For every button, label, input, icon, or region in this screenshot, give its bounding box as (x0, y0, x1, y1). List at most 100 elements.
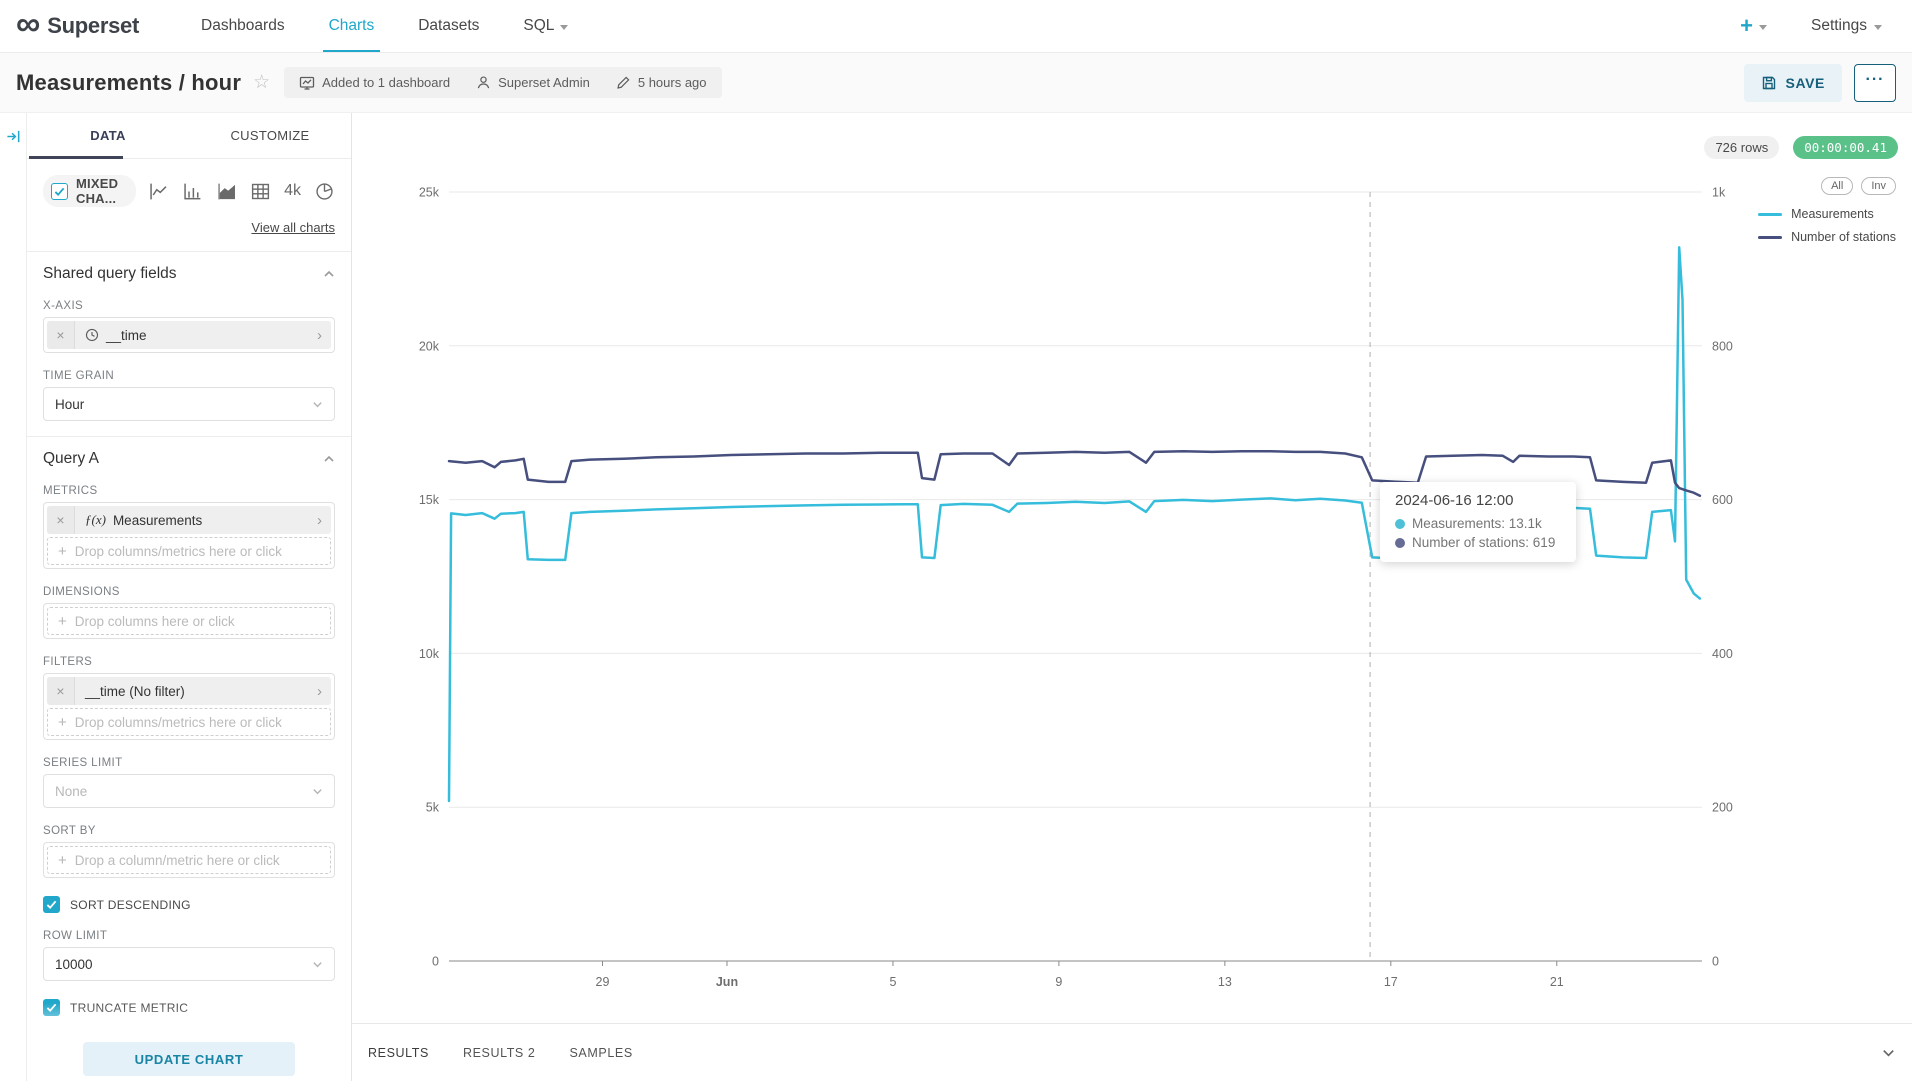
legend: All Inv Measurements Number of stations (1758, 177, 1896, 253)
results-bar: RESULTS RESULTS 2 SAMPLES (352, 1023, 1912, 1081)
bar-chart-icon[interactable] (182, 181, 203, 202)
favorite-star-icon[interactable]: ☆ (253, 72, 271, 93)
legend-swatch-icon (1758, 212, 1783, 216)
area-chart-icon[interactable] (216, 181, 237, 202)
metric-pill[interactable]: × ƒ(x) Measurements › (47, 506, 331, 534)
tab-results[interactable]: RESULTS (368, 1045, 429, 1060)
main-layout: DATA CUSTOMIZE MIXED CHA... (0, 113, 1912, 1081)
settings-menu[interactable]: Settings (1811, 17, 1882, 35)
table-icon[interactable] (250, 181, 271, 202)
update-chart-button[interactable]: UPDATE CHART (83, 1042, 295, 1076)
nav-datasets[interactable]: Datasets (396, 0, 501, 52)
brand-name: Superset (47, 13, 139, 38)
more-options-button[interactable]: ··· (1854, 63, 1896, 102)
legend-all-button[interactable]: All (1821, 177, 1854, 195)
legend-items: Measurements Number of stations (1758, 207, 1896, 253)
caret-down-icon (1758, 24, 1767, 30)
remove-icon[interactable]: × (47, 506, 75, 534)
panel-tabs: DATA CUSTOMIZE (27, 113, 351, 159)
sort-by-control[interactable]: + Drop a column/metric here or click (43, 842, 335, 878)
tab-data[interactable]: DATA (27, 113, 189, 159)
nav-charts-label: Charts (328, 17, 375, 34)
nav-sql[interactable]: SQL (501, 0, 590, 52)
svg-text:15k: 15k (419, 493, 440, 507)
nav-sql-label: SQL (523, 17, 555, 34)
view-all-charts-link[interactable]: View all charts (251, 220, 335, 235)
divider (27, 251, 351, 252)
caret-right-icon[interactable]: › (317, 326, 322, 344)
tab-customize[interactable]: CUSTOMIZE (189, 113, 351, 158)
legend-item[interactable]: Number of stations (1758, 230, 1896, 244)
measurements-dot-icon (1395, 518, 1405, 529)
new-item-button[interactable]: + (1740, 15, 1767, 37)
settings-label: Settings (1810, 17, 1867, 34)
legend-item[interactable]: Measurements (1758, 207, 1896, 221)
time-grain-select[interactable]: Hour (43, 387, 335, 421)
mixed-chart-plot[interactable]: 0 5k 10k 15k 20k 25k 0 200 400 600 800 1k 29 Jun 5 9 13 1… (352, 113, 1912, 1081)
nav-dashboards[interactable]: Dashboards (179, 0, 307, 52)
dimensions-drop-zone[interactable]: + Drop columns here or click (47, 607, 331, 635)
superset-logo[interactable]: ∞ Superset (0, 0, 149, 52)
legend-swatch-icon (1758, 235, 1783, 239)
filters-drop-zone[interactable]: + Drop columns/metrics here or click (47, 708, 331, 736)
checkbox-checked-icon[interactable] (43, 896, 60, 913)
edit-pencil-icon (617, 76, 630, 89)
donut-chart-icon[interactable] (314, 181, 335, 202)
svg-text:10k: 10k (419, 647, 440, 661)
page-title: Measurements / hour (16, 69, 242, 95)
row-limit-label: ROW LIMIT (43, 930, 108, 942)
added-to-dashboard[interactable]: Added to 1 dashboard (299, 75, 450, 91)
plus-icon: + (58, 542, 67, 560)
x-axis-control[interactable]: × __time › (43, 317, 335, 353)
save-button[interactable]: SAVE (1743, 63, 1842, 102)
caret-right-icon[interactable]: › (317, 511, 322, 529)
caret-down-icon (1874, 24, 1882, 30)
row-count-badge: 726 rows (1704, 136, 1780, 159)
sort-descending-row[interactable]: SORT DESCENDING (43, 896, 335, 913)
svg-text:25k: 25k (419, 186, 440, 200)
remove-icon[interactable]: × (47, 677, 75, 705)
time-grain-value: Hour (55, 396, 85, 412)
filter-pill[interactable]: × __time (No filter) › (47, 677, 331, 705)
section-title: Shared query fields (43, 265, 177, 282)
dimensions-control[interactable]: + Drop columns here or click (43, 603, 335, 639)
clock-icon (85, 328, 99, 342)
metrics-drop-zone[interactable]: + Drop columns/metrics here or click (47, 537, 331, 565)
plus-icon: + (1740, 13, 1753, 38)
svg-text:0: 0 (1712, 955, 1719, 969)
line-chart-icon[interactable] (148, 181, 169, 202)
chart-meta: Added to 1 dashboard Superset Admin 5 ho… (284, 67, 722, 98)
svg-text:5k: 5k (426, 801, 440, 815)
legend-inverse-button[interactable]: Inv (1861, 177, 1896, 195)
metric-name: Measurements (112, 512, 203, 528)
svg-text:0: 0 (432, 955, 439, 969)
viz-type-selected[interactable]: MIXED CHA... (43, 175, 137, 207)
series-limit-select[interactable]: None (43, 774, 335, 808)
nav-charts[interactable]: Charts (307, 0, 397, 52)
last-modified[interactable]: 5 hours ago (616, 75, 707, 90)
svg-text:400: 400 (1712, 647, 1733, 661)
plus-icon: + (58, 851, 67, 869)
owner-label: Superset Admin (498, 75, 590, 90)
chevron-up-icon[interactable] (323, 268, 335, 280)
svg-text:13: 13 (1218, 975, 1232, 989)
panel-body: MIXED CHA... (27, 159, 351, 1081)
sort-by-drop-zone[interactable]: + Drop a column/metric here or click (47, 846, 331, 874)
caret-right-icon[interactable]: › (317, 682, 322, 700)
tab-results-2[interactable]: RESULTS 2 (462, 1045, 536, 1060)
x-axis-value: __time (106, 327, 147, 343)
collapse-panel-icon[interactable] (6, 129, 21, 144)
owner[interactable]: Superset Admin (476, 75, 590, 90)
viz-type-row: MIXED CHA... (43, 175, 335, 207)
viz-4k-option[interactable]: 4k (284, 182, 301, 199)
tab-samples[interactable]: SAMPLES (569, 1045, 633, 1060)
svg-text:17: 17 (1384, 975, 1398, 989)
collapse-results-chevron-icon[interactable] (1881, 1045, 1896, 1060)
row-limit-select[interactable]: 10000 (43, 947, 335, 981)
x-axis-pill[interactable]: × __time › (47, 321, 331, 349)
remove-icon[interactable]: × (47, 321, 75, 349)
chevron-up-icon[interactable] (323, 453, 335, 465)
filters-control[interactable]: × __time (No filter) › + Drop columns/me… (43, 673, 335, 740)
metrics-control[interactable]: × ƒ(x) Measurements › + Drop columns/met… (43, 502, 335, 569)
